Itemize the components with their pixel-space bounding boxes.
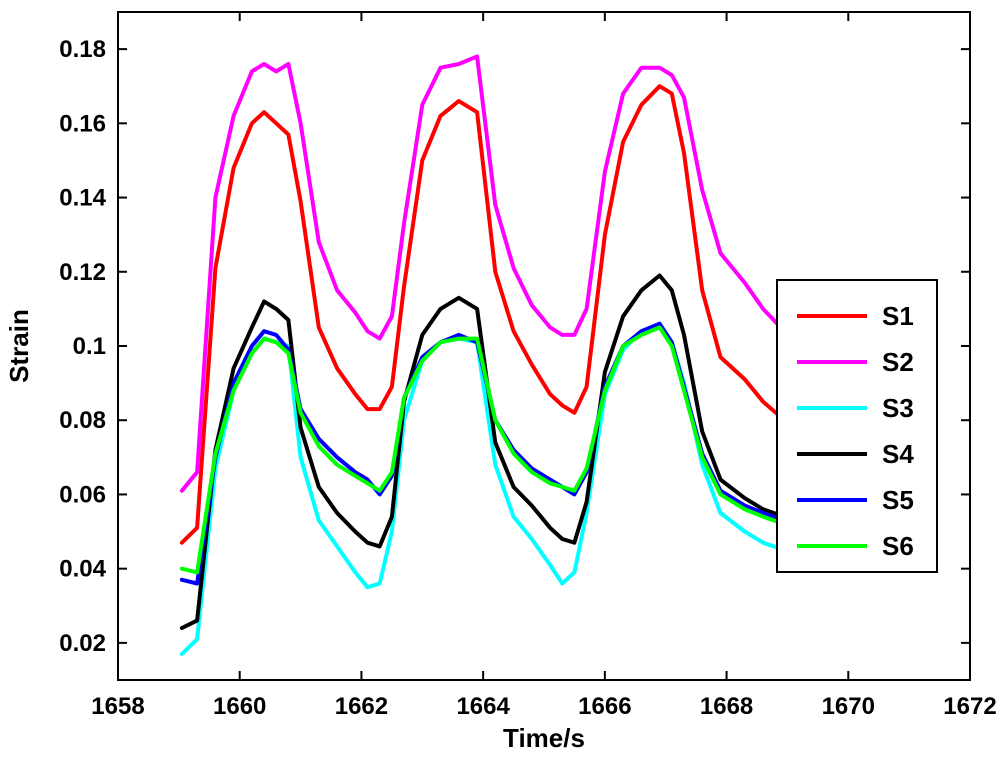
x-tick-label: 1660 [213, 693, 266, 720]
series-line-s1 [179, 84, 787, 545]
y-tick-label: 0.1 [73, 333, 106, 360]
x-tick-label: 1666 [578, 693, 631, 720]
legend-label-s3: S3 [882, 393, 914, 423]
legend-label-s1: S1 [882, 301, 914, 331]
x-tick-label: 1658 [91, 693, 144, 720]
y-tick-label: 0.14 [59, 185, 106, 212]
x-tick-label: 1662 [335, 693, 388, 720]
legend-label-s4: S4 [882, 439, 914, 469]
legend-box [776, 279, 938, 573]
y-tick-label: 0.04 [59, 556, 106, 583]
legend-label-s6: S6 [882, 531, 914, 561]
x-tick-label: 1670 [822, 693, 875, 720]
x-tick-label: 1668 [700, 693, 753, 720]
series-line-s6 [179, 325, 787, 575]
y-tick-label: 0.18 [59, 36, 106, 63]
x-axis: 1658 1660 1662 1664 1666 1668 1670 1672 [91, 12, 997, 720]
y-tick-label: 0.06 [59, 481, 106, 508]
series-line-s2 [179, 54, 787, 493]
x-axis-title: Time/s [503, 723, 585, 753]
x-tick-label: 1672 [943, 693, 996, 720]
y-tick-label: 0.16 [59, 110, 106, 137]
series-layer [179, 54, 787, 656]
legend: S1 S2 S3 S4 S5 S6 [776, 279, 938, 573]
y-tick-label: 0.12 [59, 259, 106, 286]
legend-label-s5: S5 [882, 485, 914, 515]
y-axis: 0.02 0.04 0.06 0.08 0.1 0.12 0.14 0.16 0.18 [59, 36, 970, 657]
y-tick-label: 0.08 [59, 407, 106, 434]
y-tick-label: 0.02 [59, 630, 106, 657]
legend-label-s2: S2 [882, 347, 914, 377]
series-line-s4 [179, 273, 787, 630]
y-axis-title: Strain [4, 309, 34, 383]
x-tick-label: 1664 [456, 693, 510, 720]
